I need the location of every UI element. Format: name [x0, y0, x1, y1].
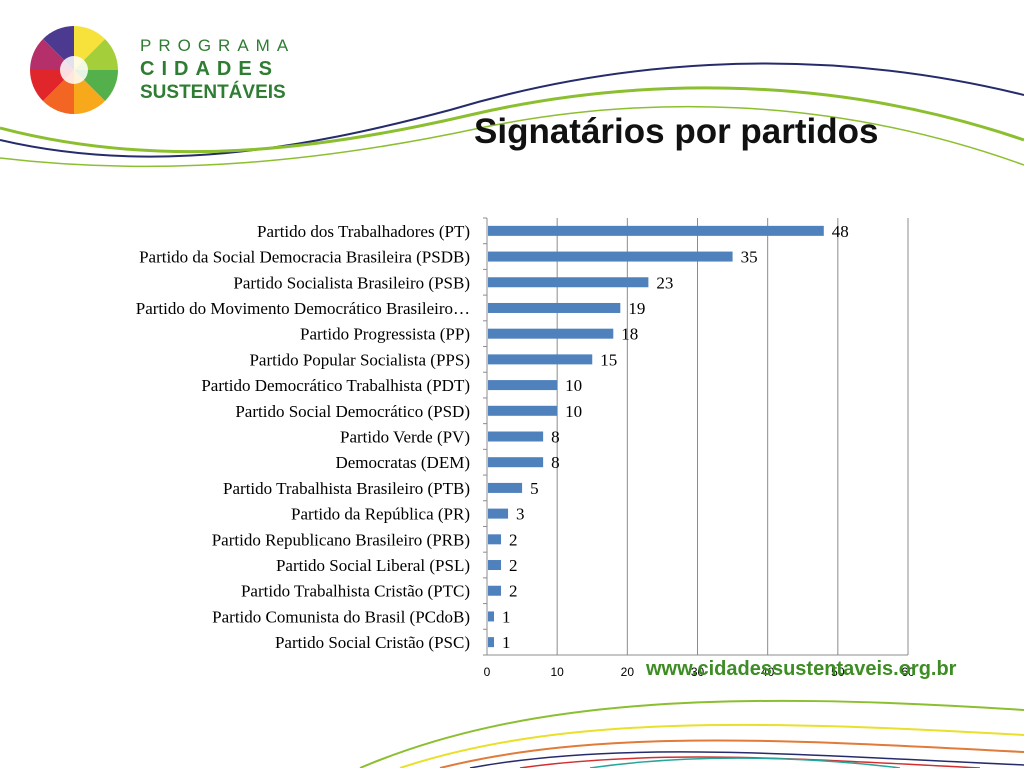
- data-label: 8: [551, 453, 560, 472]
- data-label: 23: [656, 273, 673, 292]
- x-tick-label: 60: [901, 665, 915, 679]
- category-label: Partido Social Cristão (PSC): [275, 633, 470, 652]
- data-label: 10: [565, 402, 582, 421]
- category-label: Partido Progressista (PP): [300, 325, 470, 344]
- logo-line-sustentaveis: SUSTENTÁVEIS: [140, 82, 286, 103]
- data-label: 15: [600, 350, 617, 369]
- bar: [488, 585, 502, 596]
- data-label: 48: [832, 222, 849, 241]
- category-label: Democratas (DEM): [335, 453, 470, 472]
- logo-line-programa: PROGRAMA: [140, 36, 296, 55]
- bar: [488, 560, 502, 571]
- category-label: Partido da República (PR): [291, 505, 470, 524]
- x-tick-label: 50: [831, 665, 845, 679]
- x-tick-label: 10: [550, 665, 564, 679]
- category-label: Partido Social Liberal (PSL): [276, 556, 470, 575]
- data-label: 2: [509, 582, 518, 601]
- bar: [488, 302, 621, 313]
- category-label: Partido Social Democrático (PSD): [235, 402, 470, 421]
- data-label: 2: [509, 556, 518, 575]
- category-label: Partido Verde (PV): [340, 428, 470, 447]
- bar: [488, 251, 733, 262]
- data-label: 5: [530, 479, 539, 498]
- category-label: Partido Trabalhista Brasileiro (PTB): [223, 479, 470, 498]
- data-label: 35: [741, 248, 758, 267]
- logo-flower-icon: [30, 26, 118, 114]
- category-label: Partido Trabalhista Cristão (PTC): [241, 582, 470, 601]
- data-label: 3: [516, 505, 525, 524]
- x-tick-label: 30: [691, 665, 705, 679]
- bar: [488, 482, 523, 493]
- logo-text: PROGRAMA CIDADES SUSTENTÁVEIS: [140, 36, 295, 104]
- bar: [488, 405, 558, 416]
- category-label: Partido da Social Democracia Brasileira …: [139, 248, 470, 267]
- data-label: 19: [628, 299, 645, 318]
- data-label: 1: [502, 607, 511, 626]
- bar: [488, 225, 824, 236]
- website-link[interactable]: www.cidadessustentaveis.org.br: [646, 658, 957, 680]
- slide-title: Signatários por partidos: [474, 112, 879, 151]
- bar: [488, 508, 509, 519]
- bar: [488, 431, 544, 442]
- bar: [488, 611, 495, 622]
- category-label: Partido do Movimento Democrático Brasile…: [136, 299, 470, 318]
- x-tick-label: 0: [484, 665, 491, 679]
- category-label: Partido Republicano Brasileiro (PRB): [212, 530, 470, 549]
- data-label: 10: [565, 376, 582, 395]
- category-label: Partido Democrático Trabalhista (PDT): [201, 376, 470, 395]
- bar: [488, 534, 502, 545]
- category-label: Partido Socialista Brasileiro (PSB): [233, 273, 470, 292]
- bar: [488, 380, 558, 391]
- category-label: Partido Popular Socialista (PPS): [249, 350, 470, 369]
- category-label: Partido dos Trabalhadores (PT): [257, 222, 470, 241]
- category-label: Partido Comunista do Brasil (PCdoB): [212, 607, 470, 626]
- logo-line-cidades: CIDADES: [140, 58, 280, 80]
- bar: [488, 277, 649, 288]
- bar: [488, 328, 614, 339]
- bar: [488, 457, 544, 468]
- data-label: 18: [621, 325, 638, 344]
- data-label: 1: [502, 633, 511, 652]
- x-tick-label: 20: [621, 665, 635, 679]
- bar: [488, 637, 495, 648]
- data-label: 8: [551, 428, 560, 447]
- data-label: 2: [509, 530, 518, 549]
- x-tick-label: 40: [761, 665, 775, 679]
- bar: [488, 354, 593, 365]
